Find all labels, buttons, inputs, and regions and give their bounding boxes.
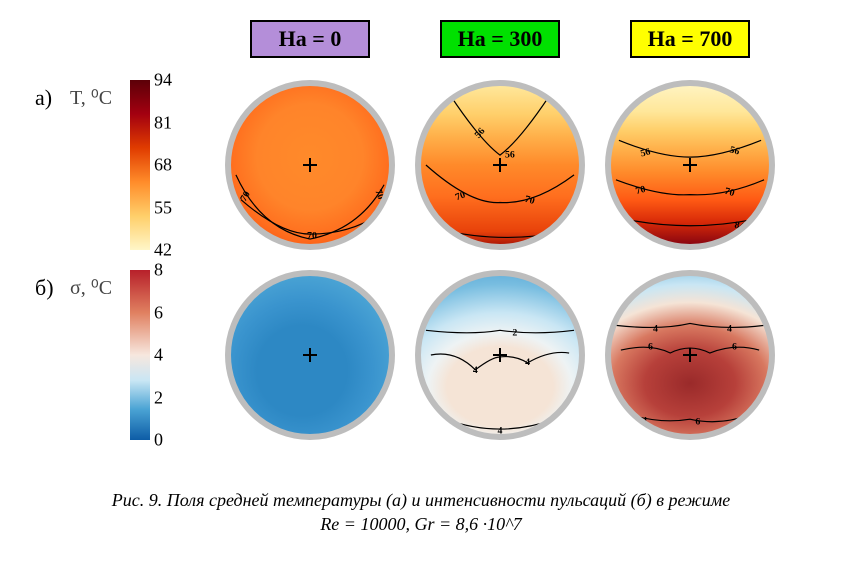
svg-text:84: 84: [734, 220, 746, 233]
plot-temperature-ha700: 56 56 70 70 84: [605, 80, 775, 250]
axis-title-a: T, ⁰C: [70, 85, 112, 110]
center-cross-icon: [493, 348, 507, 362]
svg-text:56: 56: [473, 126, 488, 141]
plot-sigma-ha300: 2 4 4 4: [415, 270, 585, 440]
svg-text:4: 4: [653, 324, 658, 335]
plot-sigma-ha700: 446646: [605, 270, 775, 440]
row-label-b: б): [35, 275, 54, 301]
cb-a-tick-4: 42: [154, 240, 172, 261]
plot-temperature-ha300: 56567070: [415, 80, 585, 250]
plot-sigma-ha0: [225, 270, 395, 440]
svg-text:4: 4: [525, 357, 530, 368]
svg-text:70: 70: [307, 230, 317, 241]
cb-b-tick-0: 8: [154, 260, 163, 281]
col-label-2: Ha = 700: [630, 20, 750, 58]
plot-temperature-ha0: 707070: [225, 80, 395, 250]
cb-a-tick-2: 68: [154, 155, 172, 176]
svg-text:70: 70: [634, 184, 646, 197]
cb-b-tick-1: 6: [154, 302, 163, 323]
svg-text:70: 70: [524, 194, 536, 207]
column-headers: Ha = 0 Ha = 300 Ha = 700: [0, 20, 842, 60]
cb-b-tick-3: 2: [154, 387, 163, 408]
cb-a-tick-1: 81: [154, 112, 172, 133]
svg-text:70: 70: [723, 186, 735, 199]
svg-text:4: 4: [642, 415, 647, 426]
cb-a-tick-3: 55: [154, 197, 172, 218]
figure-caption: Рис. 9. Поля средней температуры (а) и и…: [0, 489, 842, 536]
center-cross-icon: [303, 348, 317, 362]
axis-title-b: σ, ⁰C: [70, 275, 112, 300]
colorbar-sigma: 8 6 4 2 0: [130, 270, 150, 440]
cb-a-tick-0: 94: [154, 70, 172, 91]
svg-text:6: 6: [732, 341, 737, 352]
col-label-0: Ha = 0: [250, 20, 370, 58]
row-label-a: а): [35, 85, 52, 111]
svg-text:6: 6: [695, 416, 700, 427]
svg-text:70: 70: [454, 190, 467, 204]
svg-text:4: 4: [498, 425, 503, 436]
svg-text:4: 4: [473, 365, 478, 376]
col-label-1: Ha = 300: [440, 20, 560, 58]
svg-text:2: 2: [512, 328, 517, 339]
colorbar-temperature: 94 81 68 55 42: [130, 80, 150, 250]
caption-line-2: Re = 10000, Gr = 8,6 ·10^7: [320, 514, 521, 534]
center-cross-icon: [303, 158, 317, 172]
center-cross-icon: [683, 348, 697, 362]
svg-text:56: 56: [639, 146, 651, 159]
cb-b-tick-2: 4: [154, 345, 163, 366]
svg-text:4: 4: [727, 324, 732, 335]
center-cross-icon: [493, 158, 507, 172]
caption-line-1: Рис. 9. Поля средней температуры (а) и и…: [112, 490, 731, 510]
svg-text:6: 6: [648, 341, 653, 352]
center-cross-icon: [683, 158, 697, 172]
cb-b-tick-4: 0: [154, 430, 163, 451]
svg-text:56: 56: [728, 144, 740, 157]
